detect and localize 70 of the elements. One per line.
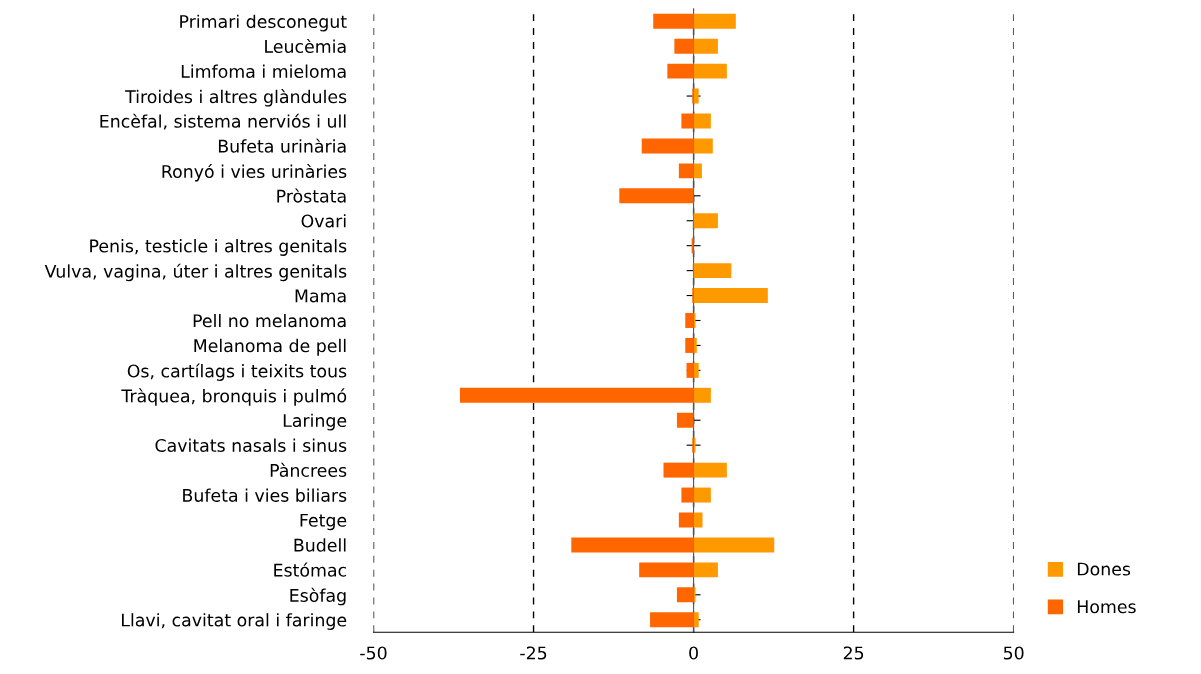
bar — [693, 13, 736, 29]
bar — [678, 163, 694, 179]
y-tick-label: Os, cartílags i teixits tous — [127, 363, 347, 381]
bar — [693, 462, 727, 478]
y-tick-label: Limfoma i mieloma — [181, 64, 346, 78]
y-tick-label: Encèfal, sistema nerviós i ull — [100, 113, 346, 130]
y-tick-label: Cavitats nasals i sinus — [155, 438, 347, 453]
bar — [693, 213, 718, 229]
y-tick-label: Vulva, vagina, úter i altres genitals — [44, 263, 347, 282]
y-tick-label: Pròstata — [277, 188, 346, 203]
y-tick-label: Penis, testicle i altres genitals — [90, 239, 347, 256]
y-tick-label: Bufeta urinària — [218, 138, 346, 153]
y-tick-label: Pell no melanoma — [193, 313, 346, 328]
bar — [693, 163, 702, 179]
legend-label: Homes — [1077, 600, 1136, 614]
bar — [571, 537, 694, 553]
bar — [693, 612, 699, 628]
y-tick-label: Mama — [295, 289, 346, 303]
bar — [674, 38, 694, 54]
bar — [641, 138, 694, 154]
x-tick-label: -25 — [520, 646, 547, 660]
y-tick-label: Pàncrees — [270, 462, 347, 477]
bar — [676, 412, 694, 428]
y-tick-label: Llavi, cavitat oral i faringe — [122, 613, 347, 630]
bar — [639, 562, 694, 578]
y-tick-label: Fetge — [300, 513, 347, 531]
bar — [667, 63, 694, 79]
bar — [619, 188, 694, 204]
bar — [693, 487, 711, 503]
bar — [676, 587, 694, 603]
y-tick-label: Ronyó i vies urinàries — [162, 163, 347, 182]
legend-label: Dones — [1077, 562, 1131, 576]
bar — [685, 337, 694, 353]
y-tick-label: Bufeta i vies biliars — [183, 488, 347, 502]
y-tick-label: Tiroides i altres glàndules — [125, 89, 347, 107]
bar — [693, 138, 713, 154]
y-tick-label: Estómac — [274, 562, 347, 577]
y-tick-label: Primari desconegut — [180, 14, 347, 32]
bar — [693, 537, 775, 553]
y-tick-label: Budell — [294, 538, 346, 552]
x-tick-label: 50 — [1003, 646, 1024, 660]
y-tick-label: Ovari — [301, 214, 346, 228]
bar — [459, 387, 694, 403]
bar — [686, 362, 694, 378]
bar — [693, 38, 718, 54]
bar — [693, 562, 718, 578]
bar — [681, 113, 694, 129]
bar — [693, 263, 732, 279]
y-tick-label: Esòfag — [290, 587, 346, 606]
bar — [681, 487, 694, 503]
bar — [693, 288, 768, 304]
bar — [653, 13, 694, 29]
x-tick-label: 0 — [689, 646, 698, 660]
bar — [685, 313, 694, 328]
y-tick-label: Leucèmia — [265, 38, 346, 54]
bar — [693, 337, 697, 353]
bar — [693, 88, 699, 104]
bar — [693, 362, 699, 378]
bar — [693, 63, 727, 79]
bar — [678, 512, 694, 528]
y-tick-label: Laringe — [283, 413, 347, 431]
y-tick-label: Tràquea, bronquis i pulmó — [121, 388, 347, 406]
bar — [693, 113, 711, 129]
x-tick-label: -50 — [360, 646, 387, 660]
bar — [663, 462, 694, 478]
bar — [693, 387, 711, 403]
bar — [693, 512, 703, 528]
x-tick-label: 25 — [843, 646, 864, 660]
y-tick-label: Melanoma de pell — [194, 338, 346, 356]
bar — [650, 612, 694, 628]
